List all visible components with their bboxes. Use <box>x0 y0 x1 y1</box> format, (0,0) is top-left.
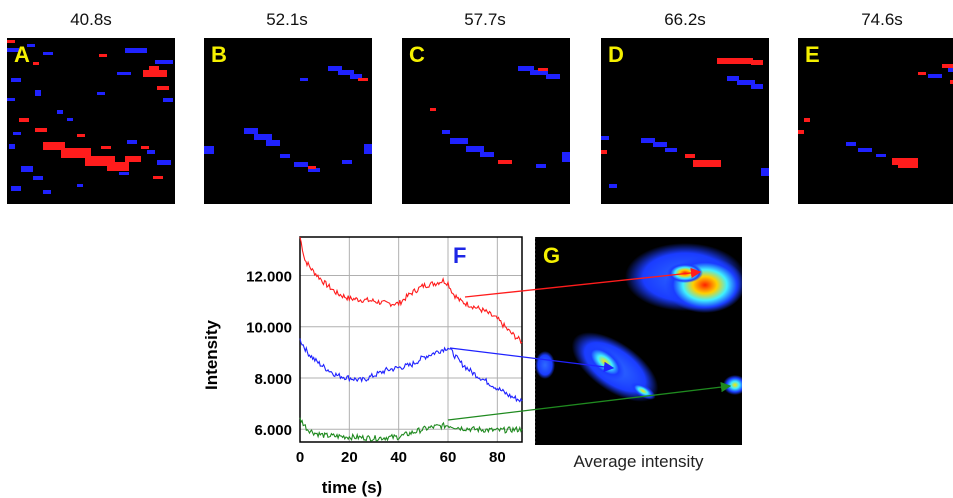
y-tick-label: 8.000 <box>254 371 292 388</box>
plot-area-frame <box>299 236 523 443</box>
panel-g-heatmap <box>535 237 742 445</box>
panel-c-label: C <box>409 42 425 67</box>
panel-e-label: E <box>805 42 820 67</box>
y-tick-label: 10.000 <box>246 320 292 337</box>
panel-a-label: A <box>14 42 30 67</box>
y-tick-labels: 6.000 8.000 10.000 12.000 <box>246 268 292 439</box>
x-tick-label: 20 <box>341 449 358 466</box>
panel-a-image <box>7 40 173 194</box>
series-line-2 <box>299 417 523 442</box>
y-tick-label: 6.000 <box>254 422 292 439</box>
panel-b-label: B <box>211 42 227 67</box>
timestamp-e: 74.6s <box>861 10 903 29</box>
panel-f-label: F <box>453 243 466 268</box>
x-axis-label: time (s) <box>322 478 382 497</box>
series-line-1 <box>299 338 523 403</box>
x-tick-label: 60 <box>440 449 457 466</box>
panel-b: B <box>204 38 372 204</box>
x-tick-label: 80 <box>489 449 506 466</box>
chart-grid <box>299 237 522 442</box>
panel-d-label: D <box>608 42 624 67</box>
x-tick-label: 0 <box>296 449 304 466</box>
panel-d-image <box>601 58 769 188</box>
chart-series <box>299 236 523 442</box>
x-tick-label: 40 <box>390 449 407 466</box>
panel-c: C <box>402 38 570 204</box>
panel-g: G <box>535 237 742 445</box>
y-tick-label: 12.000 <box>246 268 292 285</box>
timestamp-a: 40.8s <box>70 10 112 29</box>
panel-d: D <box>601 38 769 204</box>
panel-g-caption: Average intensity <box>573 452 704 471</box>
series-line-0 <box>299 236 523 345</box>
panel-c-image <box>430 66 570 168</box>
x-tick-labels: 0 20 40 60 80 <box>296 449 506 466</box>
timestamp-d: 66.2s <box>664 10 706 29</box>
timestamp-b: 52.1s <box>266 10 308 29</box>
timestamp-c: 57.7s <box>464 10 506 29</box>
panel-g-label: G <box>543 243 561 268</box>
intensity-chart: 6.000 8.000 10.000 12.000 0 20 40 60 80 Intensi… <box>202 236 523 497</box>
y-axis-label: Intensity <box>202 320 221 390</box>
panel-a: A <box>7 38 175 204</box>
panel-b-image <box>204 66 372 172</box>
panel-e-image <box>798 64 953 168</box>
panel-e: E <box>798 38 953 204</box>
